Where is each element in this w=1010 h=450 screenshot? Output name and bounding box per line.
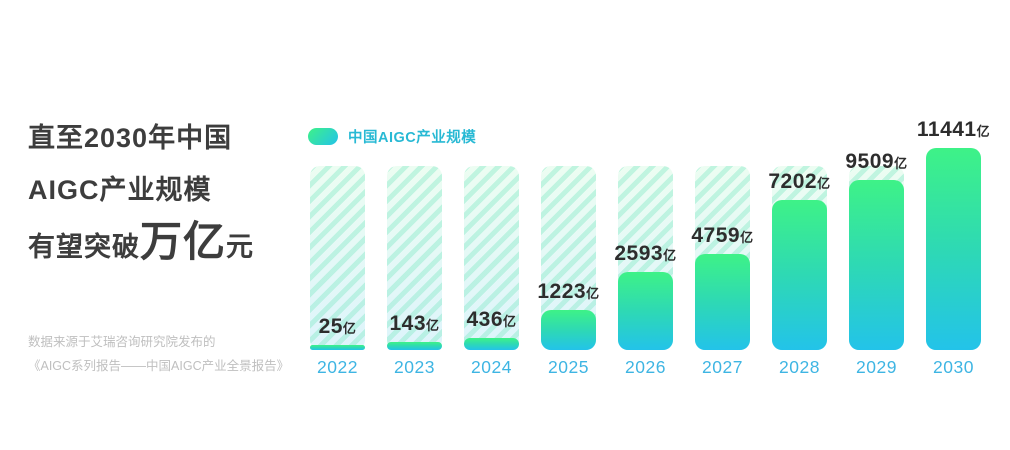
bar-value-number: 4759 bbox=[691, 224, 741, 247]
x-axis-label-2027: 2027 bbox=[702, 357, 743, 377]
bar-value-number: 436 bbox=[466, 308, 504, 331]
bar-value-unit: 亿 bbox=[426, 318, 440, 333]
bar-column-2028: 7202亿 2028 bbox=[768, 0, 830, 377]
bar-value-label-2023: 143亿 bbox=[389, 312, 439, 336]
headline: 直至2030年中国 AIGC产业规模 有望突破万亿元 bbox=[28, 112, 254, 273]
x-axis-label-2025: 2025 bbox=[548, 357, 589, 377]
bar-value-label-2024: 436亿 bbox=[466, 308, 516, 332]
headline-line-2: AIGC产业规模 bbox=[28, 175, 212, 205]
x-axis-label-2030: 2030 bbox=[933, 357, 974, 377]
bar-value-label-2022: 25亿 bbox=[319, 315, 357, 339]
x-axis-label-2024: 2024 bbox=[471, 357, 512, 377]
value-bar-2030 bbox=[926, 148, 981, 350]
bar-value-number: 9509 bbox=[845, 150, 895, 173]
bar-value-unit: 亿 bbox=[817, 176, 831, 191]
bar-column-2030: 11441亿 2030 bbox=[917, 0, 990, 377]
bar-column-2029: 9509亿 2029 bbox=[845, 0, 907, 377]
x-axis-label-2022: 2022 bbox=[317, 357, 358, 377]
legend-swatch-icon bbox=[308, 128, 338, 145]
background-track-bar bbox=[464, 166, 519, 350]
headline-line-3-suffix: 元 bbox=[226, 232, 255, 262]
bar-value-label-2029: 9509亿 bbox=[845, 150, 907, 174]
bar-value-label-2030: 11441亿 bbox=[917, 118, 990, 142]
bar-column-2022: 25亿 2022 bbox=[310, 0, 365, 377]
bar-chart: 25亿 2022 143亿 2023 436亿 2024 1223亿 2025 2593亿 202… bbox=[310, 0, 990, 377]
bar-value-unit: 亿 bbox=[503, 314, 517, 329]
bar-value-unit: 亿 bbox=[740, 230, 754, 245]
value-bar-2026 bbox=[618, 272, 673, 350]
bar-column-2025: 1223亿 2025 bbox=[537, 0, 599, 377]
bar-value-number: 143 bbox=[389, 312, 427, 335]
x-axis-label-2029: 2029 bbox=[856, 357, 897, 377]
bar-value-label-2025: 1223亿 bbox=[537, 280, 599, 304]
bar-column-2026: 2593亿 2026 bbox=[614, 0, 676, 377]
headline-line-3: 有望突破万亿元 bbox=[28, 216, 254, 273]
bar-value-label-2028: 7202亿 bbox=[768, 170, 830, 194]
bar-value-label-2026: 2593亿 bbox=[614, 242, 676, 266]
data-source-note: 数据来源于艾瑞咨询研究院发布的 《AIGC系列报告——中国AIGC产业全景报告》 bbox=[28, 330, 289, 378]
bar-value-unit: 亿 bbox=[586, 286, 600, 301]
legend-label: 中国AIGC产业规模 bbox=[348, 130, 477, 146]
bar-value-unit: 亿 bbox=[894, 156, 908, 171]
bar-value-number: 7202 bbox=[768, 170, 818, 193]
bar-value-number: 11441 bbox=[916, 118, 977, 141]
value-bar-2022 bbox=[310, 345, 365, 350]
bar-column-2027: 4759亿 2027 bbox=[691, 0, 753, 377]
x-axis-label-2023: 2023 bbox=[394, 357, 435, 377]
bar-value-number: 2593 bbox=[614, 242, 664, 265]
data-source-line-1: 数据来源于艾瑞咨询研究院发布的 bbox=[28, 335, 216, 349]
data-source-line-2: 《AIGC系列报告——中国AIGC产业全景报告》 bbox=[28, 359, 290, 373]
value-bar-2023 bbox=[387, 342, 442, 350]
bar-column-2023: 143亿 2023 bbox=[387, 0, 442, 377]
x-axis-label-2026: 2026 bbox=[625, 357, 666, 377]
value-bar-2028 bbox=[772, 200, 827, 350]
headline-line-3-prefix: 有望突破 bbox=[28, 232, 140, 262]
background-track-bar bbox=[387, 166, 442, 350]
bar-value-label-2027: 4759亿 bbox=[691, 224, 753, 248]
bar-value-number: 25 bbox=[318, 315, 343, 338]
bar-value-unit: 亿 bbox=[663, 248, 677, 263]
value-bar-2027 bbox=[695, 254, 750, 350]
bar-value-unit: 亿 bbox=[976, 124, 991, 139]
value-bar-2024 bbox=[464, 338, 519, 350]
bar-column-2024: 436亿 2024 bbox=[464, 0, 519, 377]
headline-line-1: 直至2030年中国 bbox=[28, 123, 233, 153]
chart-legend: 中国AIGC产业规模 bbox=[308, 126, 476, 147]
x-axis-label-2028: 2028 bbox=[779, 357, 820, 377]
value-bar-2025 bbox=[541, 310, 596, 350]
value-bar-2029 bbox=[849, 180, 904, 350]
headline-highlight: 万亿 bbox=[140, 218, 227, 265]
background-track-bar bbox=[310, 166, 365, 350]
bar-value-unit: 亿 bbox=[342, 321, 357, 336]
bar-value-number: 1223 bbox=[537, 280, 587, 303]
